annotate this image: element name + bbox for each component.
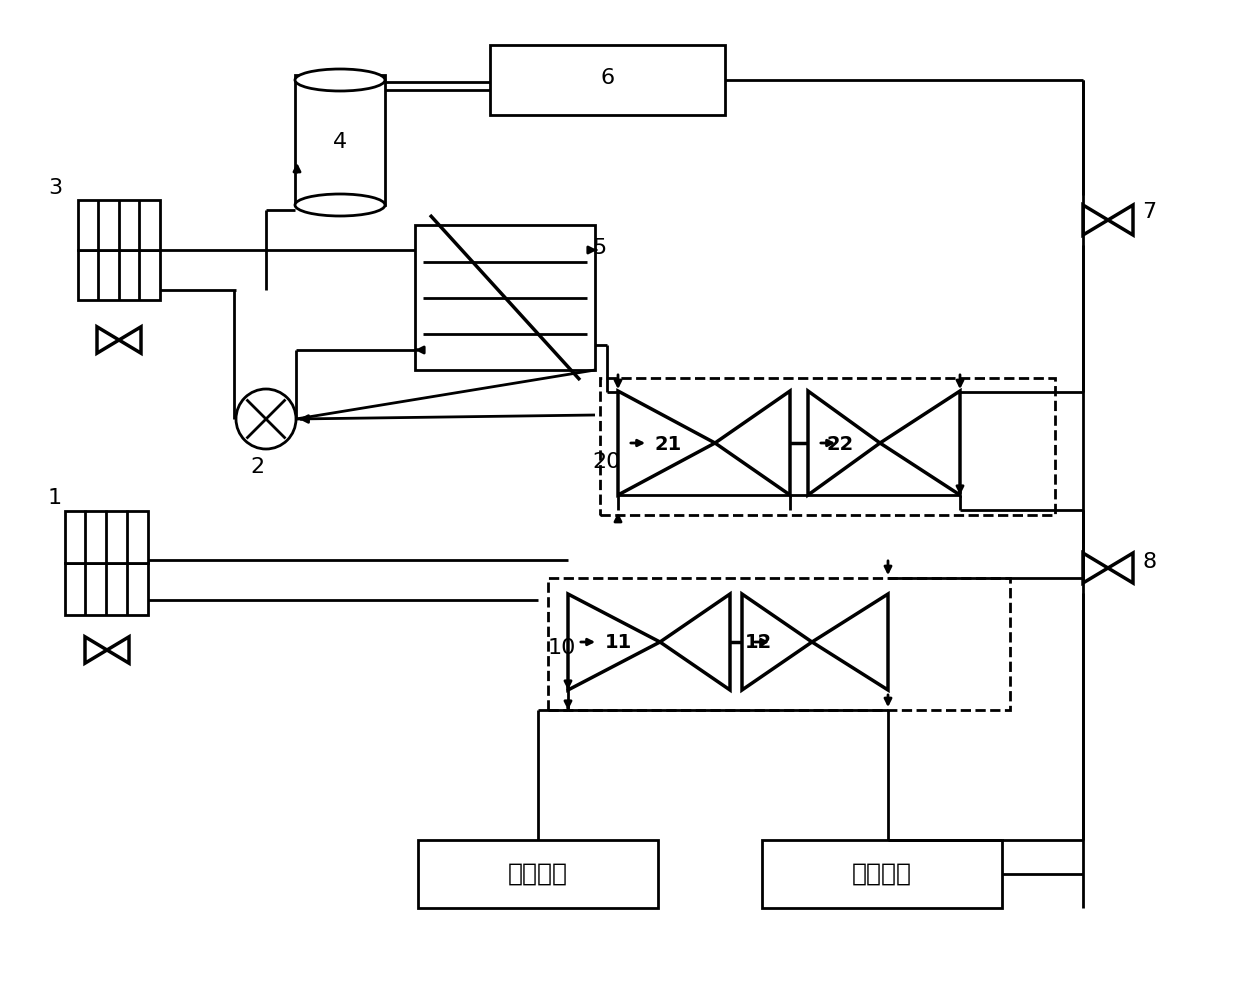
Polygon shape: [660, 594, 730, 690]
Bar: [78, 250, 160, 300]
Polygon shape: [1109, 553, 1133, 583]
Bar: [490, 45, 725, 115]
Bar: [418, 840, 658, 908]
Text: 11: 11: [604, 632, 631, 652]
Text: 7: 7: [1142, 202, 1156, 222]
Polygon shape: [568, 594, 660, 690]
Bar: [415, 225, 595, 370]
Circle shape: [236, 389, 296, 449]
Text: 排气环境: 排气环境: [852, 862, 911, 886]
Text: 2: 2: [250, 457, 264, 477]
Polygon shape: [119, 326, 141, 353]
Bar: [600, 378, 1055, 515]
Text: 6: 6: [601, 68, 615, 88]
Bar: [295, 75, 384, 205]
Text: 5: 5: [591, 238, 606, 258]
Polygon shape: [618, 391, 715, 495]
Bar: [64, 511, 148, 563]
Text: 21: 21: [655, 436, 682, 455]
Text: 12: 12: [744, 632, 771, 652]
Text: 4: 4: [332, 132, 347, 152]
Ellipse shape: [295, 69, 384, 91]
Bar: [78, 200, 160, 250]
Polygon shape: [715, 391, 790, 495]
Bar: [548, 578, 1011, 710]
Polygon shape: [97, 326, 119, 353]
Polygon shape: [86, 637, 107, 664]
Bar: [64, 563, 148, 615]
Bar: [763, 840, 1002, 908]
Text: 22: 22: [826, 436, 853, 455]
Polygon shape: [808, 391, 880, 495]
Polygon shape: [880, 391, 960, 495]
Text: 8: 8: [1142, 552, 1156, 572]
Ellipse shape: [295, 194, 384, 216]
Polygon shape: [742, 594, 812, 690]
Polygon shape: [1083, 553, 1109, 583]
Polygon shape: [812, 594, 888, 690]
Text: 10: 10: [548, 638, 577, 658]
Text: 1: 1: [48, 488, 62, 508]
Text: 3: 3: [48, 178, 62, 198]
Text: 20: 20: [591, 452, 620, 472]
Polygon shape: [1083, 205, 1109, 235]
Polygon shape: [1109, 205, 1133, 235]
Text: 进气环境: 进气环境: [508, 862, 568, 886]
Polygon shape: [107, 637, 129, 664]
